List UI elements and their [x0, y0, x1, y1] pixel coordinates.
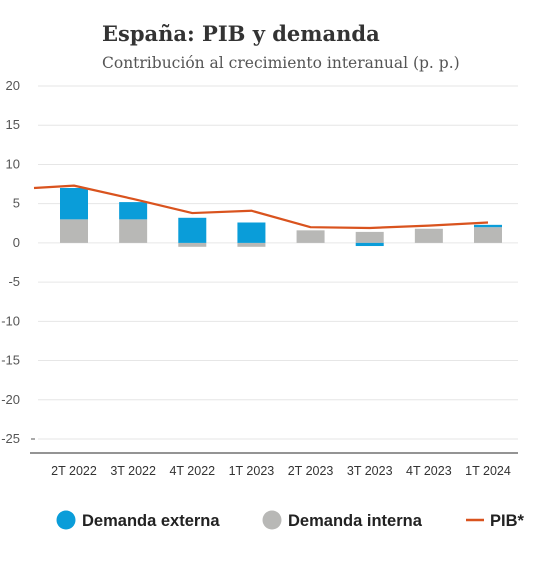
- legend-label: Demanda externa: [82, 512, 220, 530]
- bar-demanda-externa: [474, 224, 502, 228]
- legend-label: PIB*: [490, 512, 525, 530]
- y-tick-label: -5: [8, 274, 20, 289]
- y-tick-label: -20: [1, 392, 20, 407]
- y-tick-label: 15: [6, 117, 20, 132]
- legend-item: Demanda interna: [262, 510, 423, 530]
- x-tick-label: 3T 2022: [110, 464, 156, 478]
- bars: [60, 187, 502, 247]
- x-tick-label: 4T 2023: [406, 464, 452, 478]
- bar-demanda-interna: [237, 242, 266, 247]
- bar-demanda-externa: [60, 187, 88, 220]
- x-tick-label: 4T 2022: [169, 464, 215, 478]
- legend-item: Demanda externa: [56, 510, 220, 530]
- pib-series-line: [33, 184, 489, 230]
- bar-demanda-interna: [296, 230, 325, 243]
- legend-label: Demanda interna: [288, 512, 423, 530]
- legend-swatch: [56, 510, 76, 530]
- x-tick-label: 1T 2023: [229, 464, 275, 478]
- chart-title: España: PIB y demanda: [102, 21, 380, 46]
- bar-demanda-interna: [119, 219, 148, 243]
- x-tick-label: 2T 2023: [288, 464, 334, 478]
- grid-lines: [38, 85, 518, 440]
- pib-line: [33, 184, 489, 230]
- bar-demanda-interna: [474, 227, 502, 243]
- y-tick-label: -15: [1, 353, 20, 368]
- x-tick-label: 2T 2022: [51, 464, 97, 478]
- y-tick-label: 5: [13, 196, 20, 211]
- bar-demanda-externa: [355, 242, 384, 247]
- bar-demanda-externa: [178, 217, 207, 243]
- legend-item: PIB*: [466, 512, 525, 530]
- x-tick-label: 1T 2024: [465, 464, 511, 478]
- bar-demanda-interna: [355, 231, 384, 243]
- x-axis-ticks: 2T 2022 3T 2022 4T 2022 1T 2023 2T 2023 3T 20…: [51, 464, 511, 478]
- y-tick-label: -10: [1, 313, 20, 328]
- bar-demanda-interna: [414, 228, 443, 243]
- bar-demanda-interna: [178, 242, 207, 247]
- y-tick-label: -25: [1, 431, 20, 446]
- y-tick-label: 10: [6, 156, 20, 171]
- x-tick-label: 3T 2023: [347, 464, 393, 478]
- legend-swatch: [262, 510, 282, 530]
- y-tick-label: 20: [6, 78, 20, 93]
- bar-demanda-externa: [119, 202, 148, 220]
- bar-demanda-externa: [237, 222, 266, 243]
- y-tick-label: 0: [13, 235, 20, 250]
- bar-demanda-interna: [60, 219, 88, 243]
- chart-subtitle: Contribución al crecimiento interanual (…: [102, 54, 460, 72]
- y-axis-ticks: 20 15 10 5 0 -5 -10 -15 -20 -25: [1, 78, 35, 446]
- legend: Demanda externa Demanda interna PIB*: [56, 510, 525, 530]
